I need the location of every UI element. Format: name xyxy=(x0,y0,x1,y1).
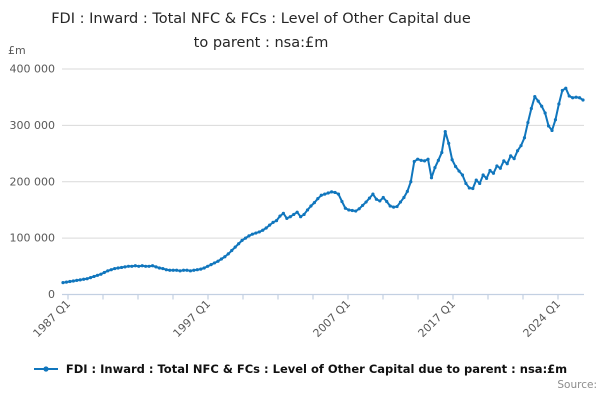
chart-title-line1: FDI : Inward : Total NFC & FCs : Level o… xyxy=(51,11,471,27)
svg-text:2017 Q1: 2017 Q1 xyxy=(416,297,459,340)
y-tick-labels: 0 100 000 200 000 300 000 400 000 xyxy=(10,63,56,302)
svg-text:2024 Q1: 2024 Q1 xyxy=(521,297,564,340)
data-series-line xyxy=(62,87,584,284)
svg-text:1987 Q1: 1987 Q1 xyxy=(31,297,74,340)
svg-text:0: 0 xyxy=(48,288,55,301)
source-label: Source: xyxy=(557,379,597,391)
chart-title: FDI : Inward : Total NFC & FCs : Level o… xyxy=(0,7,522,55)
legend-label: FDI : Inward : Total NFC & FCs : Level o… xyxy=(65,362,568,376)
svg-text:200 000: 200 000 xyxy=(10,175,56,188)
y-gridlines xyxy=(62,68,584,239)
chart-title-line2: to parent : nsa:£m xyxy=(193,35,329,51)
svg-text:300 000: 300 000 xyxy=(10,119,56,132)
y-axis-unit-label: £m xyxy=(8,44,26,57)
x-axis-line-and-ticks xyxy=(62,293,584,300)
legend: FDI : Inward : Total NFC & FCs : Level o… xyxy=(0,362,600,376)
svg-text:1997 Q1: 1997 Q1 xyxy=(171,297,214,340)
legend-line-marker-icon xyxy=(33,366,58,372)
x-tick-labels: 1987 Q1 1997 Q1 2007 Q1 2017 Q1 2024 Q1 xyxy=(31,297,564,340)
data-point-markers xyxy=(61,86,585,285)
svg-text:400 000: 400 000 xyxy=(10,63,56,76)
svg-text:2007 Q1: 2007 Q1 xyxy=(311,297,354,340)
svg-text:100 000: 100 000 xyxy=(10,232,56,245)
